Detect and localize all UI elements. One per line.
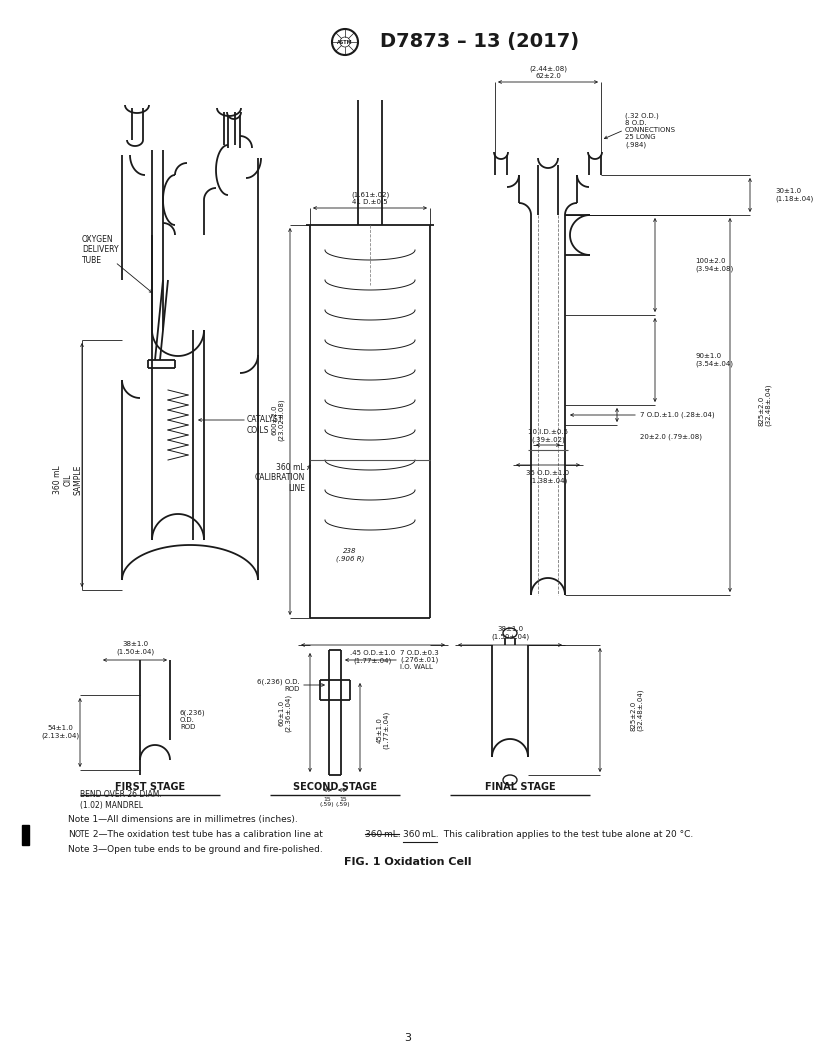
Text: FIG. 1 Oxidation Cell: FIG. 1 Oxidation Cell bbox=[344, 857, 472, 867]
Text: CATALYST
COILS: CATALYST COILS bbox=[247, 415, 283, 435]
Text: 238
(.906 R): 238 (.906 R) bbox=[336, 548, 364, 562]
Text: FIRST STAGE: FIRST STAGE bbox=[115, 782, 185, 792]
Text: This calibration applies to the test tube alone at 20 °C.: This calibration applies to the test tub… bbox=[441, 830, 694, 840]
Text: .45 O.D.±1.0
(1.77±.04): .45 O.D.±1.0 (1.77±.04) bbox=[350, 650, 396, 664]
Text: 20±2.0 (.79±.08): 20±2.0 (.79±.08) bbox=[640, 434, 702, 440]
Text: FINAL STAGE: FINAL STAGE bbox=[485, 782, 556, 792]
Text: 15
(.59): 15 (.59) bbox=[320, 796, 335, 808]
Text: 90±1.0
(3.54±.04): 90±1.0 (3.54±.04) bbox=[695, 354, 733, 366]
Text: 15
(.59): 15 (.59) bbox=[335, 796, 350, 808]
Text: 2—The oxidation test tube has a calibration line at: 2—The oxidation test tube has a calibrat… bbox=[90, 830, 326, 840]
Text: 360 mL
CALIBRATION
LINE: 360 mL CALIBRATION LINE bbox=[255, 464, 305, 493]
Text: (.32 O.D.)
8 O.D.
CONNECTIONS
25 LONG
(.984): (.32 O.D.) 8 O.D. CONNECTIONS 25 LONG (.… bbox=[625, 113, 676, 148]
Text: OTE: OTE bbox=[75, 830, 91, 840]
Text: 30±1.0
(1.18±.04): 30±1.0 (1.18±.04) bbox=[775, 188, 814, 202]
Text: 60±1.0
(2.36±.04): 60±1.0 (2.36±.04) bbox=[278, 694, 292, 732]
Text: 3: 3 bbox=[405, 1033, 411, 1043]
Text: N: N bbox=[68, 830, 75, 840]
Text: 360 mL
OIL
SAMPLE: 360 mL OIL SAMPLE bbox=[53, 465, 83, 495]
Bar bbox=[22, 825, 29, 845]
Text: Note 1—All dimensions are in millimetres (inches).: Note 1—All dimensions are in millimetres… bbox=[68, 815, 298, 824]
Text: 54±1.0
(2.13±.04): 54±1.0 (2.13±.04) bbox=[41, 725, 79, 739]
Text: (2.44±.08)
62±2.0: (2.44±.08) 62±2.0 bbox=[529, 65, 567, 79]
Text: 825±2.0
(32.48±.04): 825±2.0 (32.48±.04) bbox=[758, 383, 771, 427]
Text: BEND OVER 26 DIAM.
(1.02) MANDREL: BEND OVER 26 DIAM. (1.02) MANDREL bbox=[80, 790, 162, 810]
Text: ASTM: ASTM bbox=[337, 39, 353, 44]
Text: 38±1.0
(1.50±.04): 38±1.0 (1.50±.04) bbox=[116, 641, 154, 655]
Text: 600±2.0
(23.02±.08): 600±2.0 (23.02±.08) bbox=[271, 399, 285, 441]
Text: 100±2.0
(3.94±.08): 100±2.0 (3.94±.08) bbox=[695, 259, 734, 271]
Text: 38±1.0
(1.50±.04): 38±1.0 (1.50±.04) bbox=[491, 626, 529, 640]
Text: 6(.236)
O.D.
ROD: 6(.236) O.D. ROD bbox=[180, 710, 206, 731]
Text: 6(.236) O.D.
ROD: 6(.236) O.D. ROD bbox=[257, 678, 300, 692]
Text: Note 3—Open tube ends to be ground and fire-polished.: Note 3—Open tube ends to be ground and f… bbox=[68, 845, 323, 854]
Text: 7 O.D.±0.3
(.276±.01)
I.O. WALL: 7 O.D.±0.3 (.276±.01) I.O. WALL bbox=[400, 649, 439, 671]
Text: (1.61±.02)
41 D.±0.5: (1.61±.02) 41 D.±0.5 bbox=[351, 191, 389, 205]
Text: 35 O.D.±1.0
(1.38±.04): 35 O.D.±1.0 (1.38±.04) bbox=[526, 470, 570, 484]
Text: 360 mL.: 360 mL. bbox=[403, 830, 439, 840]
Text: SECOND STAGE: SECOND STAGE bbox=[293, 782, 377, 792]
Text: 825±2.0
(32.48±.04): 825±2.0 (32.48±.04) bbox=[630, 689, 644, 731]
Text: 10 I.D.±0.5
(.39±.02): 10 I.D.±0.5 (.39±.02) bbox=[528, 429, 568, 442]
Text: 360 mL.: 360 mL. bbox=[365, 830, 401, 840]
Text: D7873 – 13 (2017): D7873 – 13 (2017) bbox=[380, 33, 579, 52]
Text: 7 O.D.±1.0 (.28±.04): 7 O.D.±1.0 (.28±.04) bbox=[640, 412, 715, 418]
Text: OXYGEN
DELIVERY
TUBE: OXYGEN DELIVERY TUBE bbox=[82, 235, 118, 265]
Text: 45±1.0
(1.77±.04): 45±1.0 (1.77±.04) bbox=[376, 711, 390, 749]
